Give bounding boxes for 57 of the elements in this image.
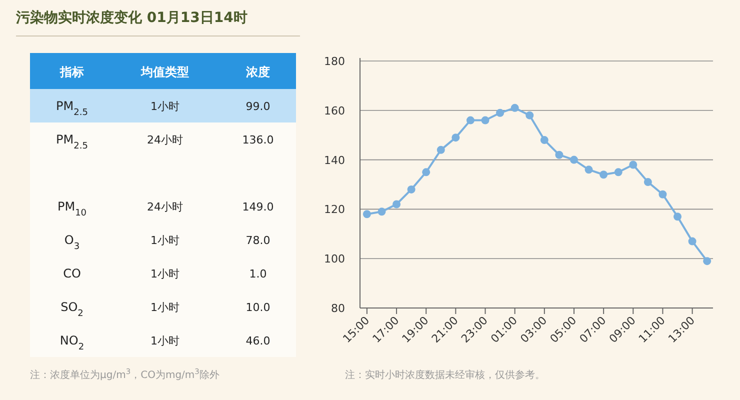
- text: 注：浓度单位为μg/m$^{3}$，CO为mg/m$^{3}$除外: [30, 366, 220, 381]
- text: 149.0: [242, 200, 274, 214]
- point: [584, 166, 593, 174]
- text: 指标: [59, 65, 84, 79]
- category-label: 24小时: [147, 133, 183, 146]
- point: [570, 156, 578, 164]
- point: [688, 237, 696, 246]
- text: 99.0: [246, 100, 270, 113]
- y-tick-label: 140: [324, 154, 345, 167]
- point: [674, 212, 682, 221]
- point: [481, 116, 490, 124]
- category-label: CO: [63, 266, 81, 280]
- text: 136.0: [242, 133, 274, 146]
- point: [614, 168, 622, 176]
- point: [466, 116, 474, 124]
- text: 78.0: [246, 234, 270, 247]
- category-label: PM$_{2.5}$: [56, 98, 88, 118]
- category-label: 1小时: [150, 234, 180, 247]
- category-label: 1小时: [150, 334, 180, 348]
- point: [407, 185, 416, 194]
- text: 均值类型: [140, 65, 189, 79]
- point: [378, 208, 386, 216]
- y-tick-label: 120: [324, 203, 345, 216]
- category-label: 1小时: [150, 100, 180, 113]
- text: 注：实时小时浓度数据未经审核，仅供参考。: [345, 369, 545, 381]
- category-label: 1小时: [150, 300, 180, 314]
- category-label: 1小时: [150, 267, 180, 280]
- y-tick-label: 160: [324, 104, 345, 118]
- point: [629, 160, 638, 169]
- category-label: SO$_{2}$: [60, 300, 84, 319]
- text: 浓度: [245, 65, 270, 79]
- text: 10.0: [246, 300, 270, 314]
- text: 污染物实时浓度变化 01月13日14时: [15, 9, 248, 26]
- point: [644, 178, 652, 186]
- point: [436, 146, 445, 154]
- point: [703, 257, 712, 266]
- text: 46.0: [246, 334, 270, 348]
- point: [422, 168, 430, 176]
- y-tick-label: 180: [324, 55, 345, 68]
- point: [658, 190, 667, 198]
- point: [496, 108, 504, 117]
- point: [540, 136, 548, 144]
- category-label: O$_{3}$: [64, 232, 80, 252]
- text: 1.0: [249, 267, 267, 280]
- y-tick-label: 80: [331, 302, 345, 315]
- category-label: 24小时: [147, 200, 183, 214]
- point: [600, 170, 608, 179]
- point: [555, 150, 564, 159]
- category-label: PM$_{2.5}$: [56, 132, 88, 152]
- category-label: NO$_{2}$: [60, 333, 84, 352]
- point: [392, 200, 401, 208]
- category-label: PM$_{10}$: [57, 199, 87, 218]
- point: [510, 104, 519, 112]
- point: [526, 111, 534, 120]
- point: [452, 134, 460, 142]
- point: [362, 210, 371, 218]
- y-tick-label: 100: [324, 252, 345, 266]
